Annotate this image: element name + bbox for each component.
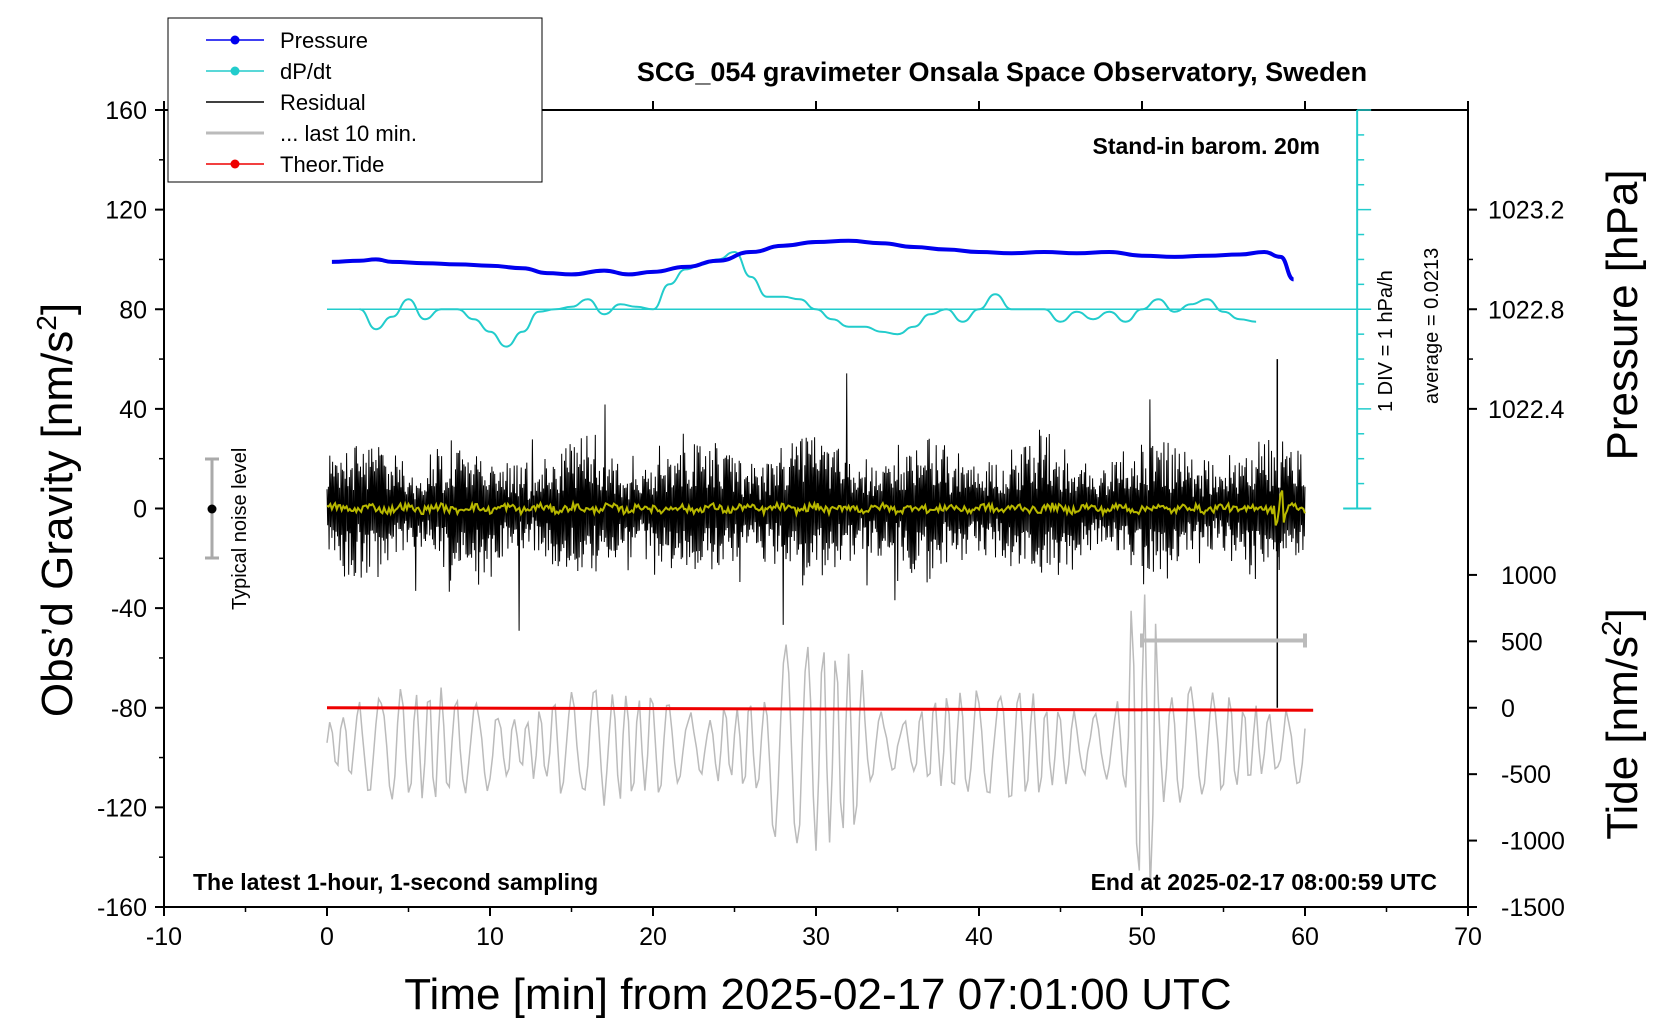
y-axis-pressure: 1023.2 1022.8 1022.4 xyxy=(1468,197,1565,424)
y-tick-label: -40 xyxy=(111,595,147,623)
y-axis-gravity: 160 120 80 40 0 -40 -80 -120 -160 xyxy=(97,97,164,922)
theor-tide-line xyxy=(326,706,1314,712)
residual-smooth-line xyxy=(326,490,1306,526)
x-tick-label: 0 xyxy=(320,923,334,951)
y-tick-label: -120 xyxy=(97,794,147,822)
y-tick-label: 0 xyxy=(133,496,147,524)
div-scale-label: 1 DIV = 1 hPa/h xyxy=(1375,270,1397,412)
pressure-tick-label: 1023.2 xyxy=(1488,197,1564,225)
pressure-tick-label: 1022.4 xyxy=(1488,396,1565,424)
pressure-tick-label: 1022.8 xyxy=(1488,296,1564,324)
average-label: average = 0.0213 xyxy=(1421,248,1443,404)
legend-marker xyxy=(230,35,240,45)
series-layer xyxy=(326,238,1358,891)
tide-tick-label: 0 xyxy=(1501,695,1515,723)
legend-marker xyxy=(230,66,240,76)
latest-note: The latest 1-hour, 1-second sampling xyxy=(193,869,598,895)
tide-tick-label: -500 xyxy=(1501,761,1551,789)
tide-tick-label: 1000 xyxy=(1501,562,1557,590)
legend-label: Pressure xyxy=(280,28,368,53)
x-tick-label: 20 xyxy=(639,923,667,951)
y-tick-label: -160 xyxy=(97,894,147,922)
legend-label: Residual xyxy=(280,90,366,115)
x-tick-label: 30 xyxy=(802,923,830,951)
y-axis-tide: 1000 500 0 -500 -1000 -1500 xyxy=(1468,562,1565,922)
end-time-note: End at 2025-02-17 08:00:59 UTC xyxy=(1091,869,1437,895)
x-tick-label: -10 xyxy=(146,923,182,951)
x-tick-label: 10 xyxy=(476,923,504,951)
legend-label: ... last 10 min. xyxy=(280,121,417,146)
legend-marker xyxy=(230,159,240,169)
pressure-axis-title: Pressure [hPa] xyxy=(1598,169,1647,460)
tide-tick-label: 500 xyxy=(1501,628,1543,656)
legend: Pressure dP/dt Residual ... last 10 min. The… xyxy=(167,17,543,183)
gravity-axis-title: Obs’d Gravity [nm/s2] xyxy=(31,303,82,717)
tide-tick-label: -1500 xyxy=(1501,894,1565,922)
noise-level-label: Typical noise level xyxy=(229,448,251,610)
x-tick-label: 50 xyxy=(1128,923,1156,951)
noise-level-bar xyxy=(205,457,219,560)
y-tick-label: -80 xyxy=(111,695,147,723)
x-axis: -10 0 10 20 30 40 50 60 70 xyxy=(146,101,1482,951)
chart-title: SCG_054 gravimeter Onsala Space Observat… xyxy=(637,57,1367,87)
x-tick-label: 70 xyxy=(1454,923,1482,951)
legend-label: dP/dt xyxy=(280,59,331,84)
legend-label: Theor.Tide xyxy=(280,152,384,177)
tide-axis-title: Tide [nm/s2] xyxy=(1596,608,1647,840)
pressure-line xyxy=(331,238,1295,282)
y-tick-label: 120 xyxy=(105,197,147,225)
x-axis-title: Time [min] from 2025-02-17 07:01:00 UTC xyxy=(404,970,1231,1019)
x-tick-label: 40 xyxy=(965,923,993,951)
residual-line xyxy=(326,373,1306,631)
y-tick-label: 80 xyxy=(119,296,147,324)
dpdt-scale-bar xyxy=(1343,109,1372,510)
x-tick-label: 60 xyxy=(1291,923,1319,951)
last-10min-line xyxy=(326,594,1306,891)
tide-tick-label: -1000 xyxy=(1501,828,1565,856)
y-tick-label: 40 xyxy=(119,396,147,424)
y-tick-label: 160 xyxy=(105,97,147,125)
barometer-note: Stand-in barom. 20m xyxy=(1093,133,1320,159)
dpdt-line xyxy=(359,250,1257,348)
